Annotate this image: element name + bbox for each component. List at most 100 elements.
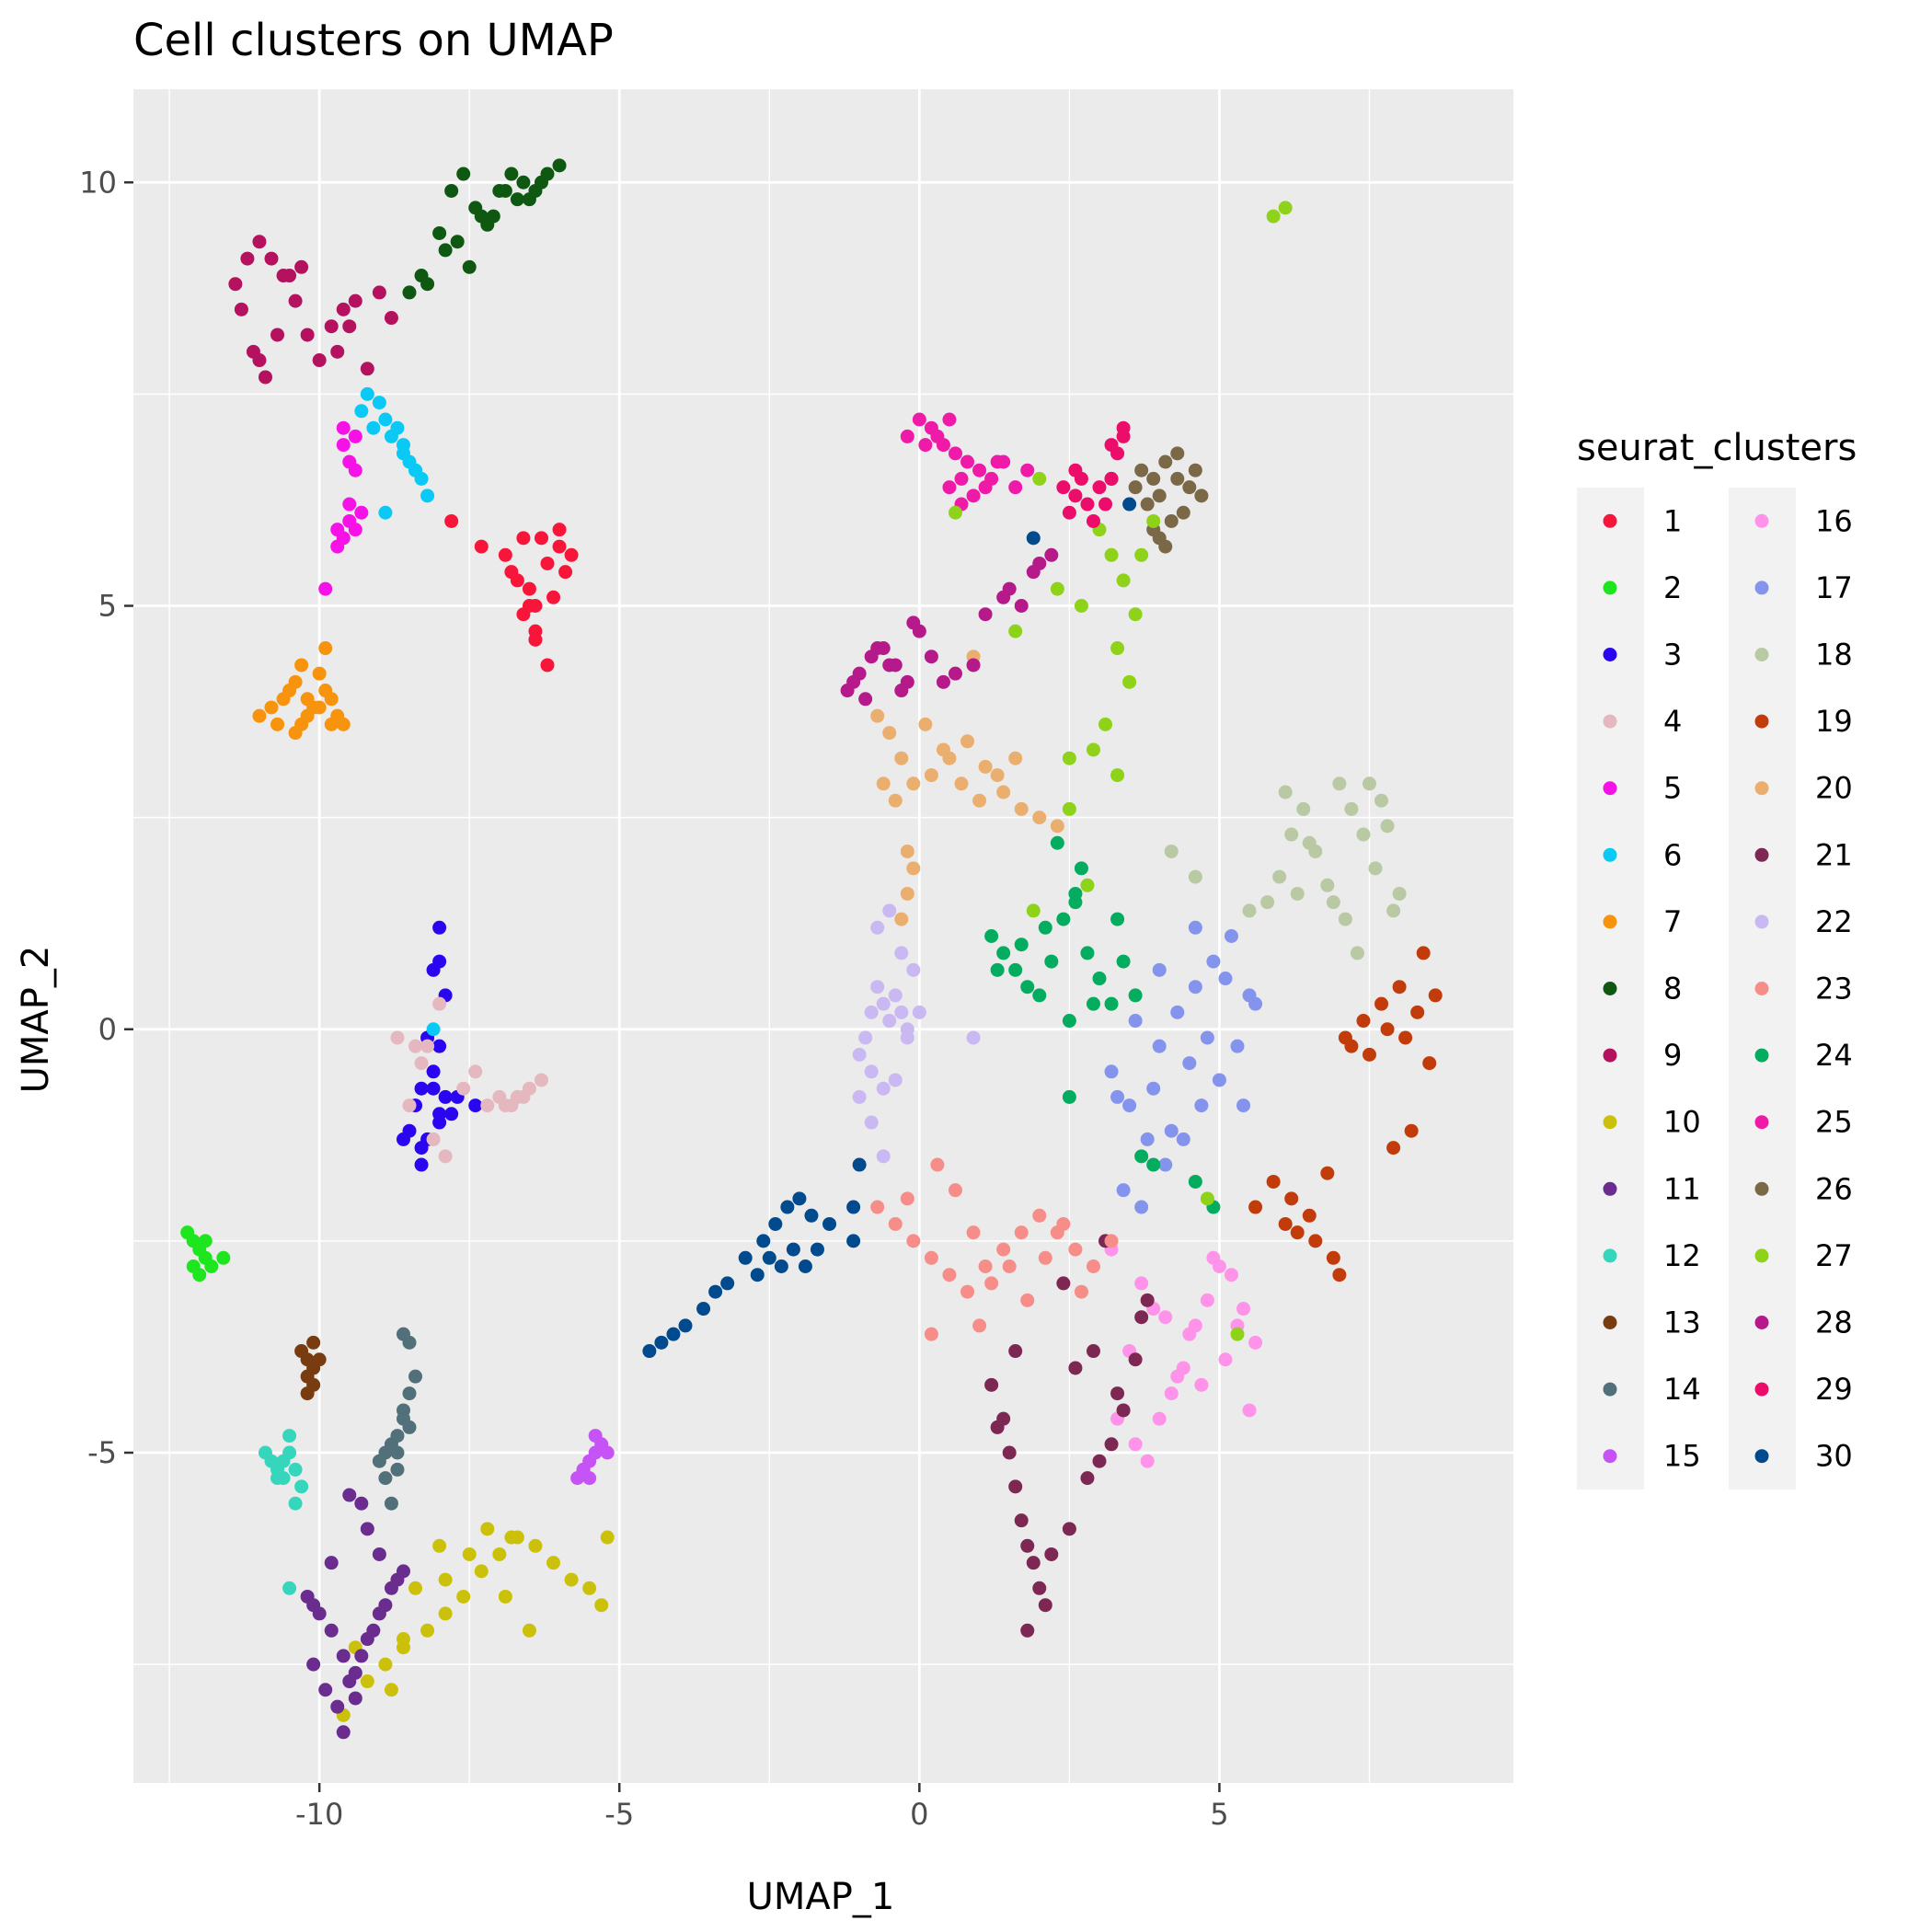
- data-point-cluster-24: [1104, 996, 1119, 1011]
- data-point-cluster-20: [1008, 751, 1023, 765]
- data-point-cluster-7: [324, 717, 339, 731]
- data-point-cluster-17: [1200, 1030, 1214, 1045]
- data-point-cluster-27: [1104, 547, 1119, 562]
- data-point-cluster-21: [1014, 1513, 1029, 1528]
- data-point-cluster-22: [912, 1005, 926, 1019]
- data-point-cluster-23: [996, 1242, 1011, 1257]
- legend-key-cluster-2: [1603, 581, 1617, 595]
- legend-key-cluster-15: [1603, 1449, 1617, 1464]
- data-point-cluster-18: [1290, 886, 1305, 901]
- data-point-cluster-18: [1362, 776, 1376, 791]
- legend-key-cluster-28: [1754, 1316, 1769, 1329]
- data-point-cluster-24: [984, 929, 999, 943]
- data-point-cluster-7: [318, 641, 333, 656]
- data-point-cluster-30: [822, 1216, 837, 1231]
- data-point-cluster-15: [588, 1429, 603, 1443]
- data-point-cluster-28: [906, 615, 921, 630]
- data-point-cluster-1: [498, 547, 512, 562]
- data-point-cluster-25: [918, 438, 933, 453]
- data-point-cluster-19: [1332, 1268, 1347, 1282]
- data-point-cluster-29: [1116, 420, 1131, 435]
- y-tick-label: -5: [87, 1435, 117, 1470]
- data-point-cluster-22: [876, 996, 891, 1011]
- data-point-cluster-22: [852, 1047, 867, 1062]
- data-point-cluster-18: [1332, 776, 1347, 791]
- legend-key-cluster-13: [1603, 1316, 1617, 1329]
- data-point-cluster-25: [948, 446, 962, 461]
- data-point-cluster-29: [1092, 480, 1107, 495]
- legend-label-cluster-24: 24: [1815, 1038, 1853, 1073]
- data-point-cluster-1: [540, 556, 555, 570]
- data-point-cluster-29: [1062, 505, 1076, 520]
- data-point-cluster-17: [1164, 1123, 1179, 1138]
- data-point-cluster-20: [918, 717, 933, 731]
- data-point-cluster-30: [762, 1250, 776, 1265]
- legend-label-cluster-15: 15: [1663, 1439, 1701, 1474]
- legend-key-cluster-22: [1754, 914, 1769, 929]
- data-point-cluster-11: [306, 1657, 321, 1672]
- data-point-cluster-7: [294, 658, 309, 673]
- data-point-cluster-27: [1278, 201, 1293, 215]
- data-point-cluster-7: [252, 708, 267, 723]
- data-point-cluster-1: [522, 581, 536, 596]
- legend-key-cluster-18: [1754, 648, 1769, 661]
- data-point-cluster-1: [552, 539, 567, 554]
- data-point-cluster-11: [342, 1488, 357, 1502]
- data-point-cluster-30: [768, 1216, 783, 1231]
- data-point-cluster-30: [1122, 497, 1137, 512]
- data-point-cluster-22: [888, 988, 903, 1003]
- data-point-cluster-10: [438, 1606, 453, 1621]
- data-point-cluster-25: [990, 454, 1005, 469]
- data-point-cluster-23: [1020, 1293, 1035, 1307]
- legend-label-cluster-22: 22: [1815, 904, 1853, 939]
- legend-label-cluster-1: 1: [1663, 503, 1682, 538]
- data-point-cluster-28: [924, 650, 938, 664]
- data-point-cluster-4: [432, 996, 447, 1011]
- data-point-cluster-22: [876, 1081, 891, 1096]
- legend-label-cluster-30: 30: [1815, 1439, 1853, 1474]
- data-point-cluster-19: [1422, 1056, 1437, 1071]
- data-point-cluster-10: [408, 1581, 423, 1595]
- data-point-cluster-12: [282, 1581, 297, 1595]
- data-point-cluster-26: [1188, 463, 1202, 477]
- data-point-cluster-17: [1206, 954, 1221, 969]
- data-point-cluster-24: [1020, 980, 1035, 995]
- legend-label-cluster-14: 14: [1663, 1372, 1701, 1407]
- data-point-cluster-21: [1038, 1598, 1052, 1613]
- data-point-cluster-24: [1050, 835, 1064, 850]
- data-point-cluster-30: [774, 1259, 788, 1273]
- data-point-cluster-11: [366, 1623, 381, 1638]
- data-point-cluster-16: [1134, 1276, 1149, 1291]
- legend-key-cluster-3: [1603, 648, 1617, 661]
- data-point-cluster-1: [444, 513, 459, 528]
- data-point-cluster-23: [1104, 1234, 1119, 1248]
- legend-label-cluster-27: 27: [1815, 1238, 1853, 1273]
- data-point-cluster-29: [1068, 463, 1083, 477]
- data-point-cluster-24: [1074, 861, 1088, 876]
- grid-major: [133, 89, 1513, 1783]
- data-point-cluster-21: [984, 1377, 999, 1392]
- data-point-cluster-11: [390, 1572, 405, 1587]
- data-point-cluster-23: [1038, 1250, 1052, 1265]
- data-point-cluster-5: [318, 581, 333, 596]
- data-point-cluster-20: [894, 751, 909, 765]
- data-point-cluster-23: [906, 1234, 921, 1248]
- data-point-cluster-28: [948, 666, 962, 681]
- data-point-cluster-8: [462, 259, 477, 274]
- data-point-cluster-16: [1248, 1335, 1263, 1350]
- data-point-cluster-18: [1260, 895, 1275, 910]
- legend-key-cluster-11: [1603, 1181, 1617, 1196]
- data-point-cluster-9: [282, 269, 297, 283]
- data-point-cluster-18: [1164, 844, 1179, 858]
- data-point-cluster-4: [504, 1098, 519, 1113]
- data-point-cluster-21: [1020, 1538, 1035, 1553]
- data-point-cluster-9: [252, 353, 267, 368]
- data-point-cluster-28: [936, 674, 950, 689]
- legend-label-cluster-2: 2: [1663, 570, 1682, 605]
- data-point-cluster-2: [198, 1234, 213, 1248]
- data-point-cluster-25: [930, 429, 945, 443]
- data-point-cluster-27: [1110, 641, 1125, 656]
- data-point-cluster-22: [906, 962, 921, 977]
- data-point-cluster-19: [1404, 1123, 1419, 1138]
- data-point-cluster-24: [1188, 1174, 1202, 1189]
